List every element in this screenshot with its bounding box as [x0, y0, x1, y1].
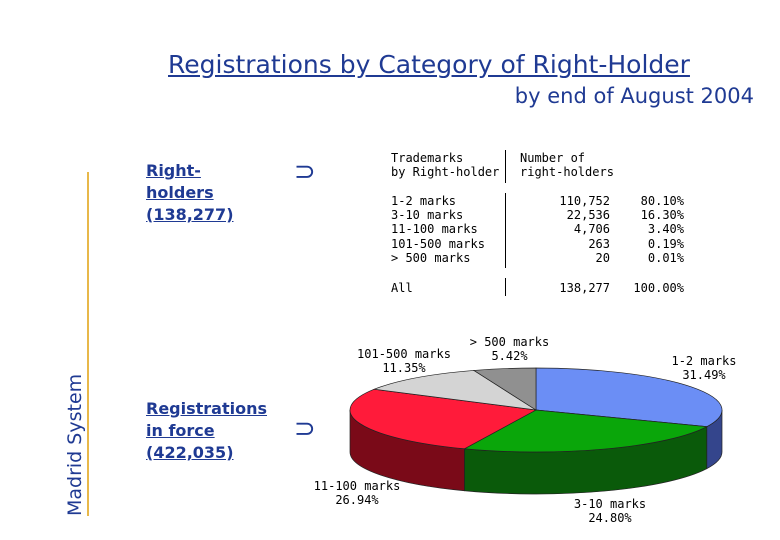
table-cell: 101-500 marks — [391, 236, 485, 251]
header-line: Number of — [520, 151, 586, 165]
table-cell: > 500 marks — [391, 250, 471, 265]
table-cell: 16.30% — [640, 208, 684, 223]
total-percent: 100.00% — [633, 281, 684, 295]
category-column: 1-2 marks 3-10 marks 11-100 marks 101-50… — [391, 194, 485, 265]
registrations-label-line2: in force — [146, 421, 215, 440]
table-cell: 3.40% — [647, 222, 684, 237]
table-cell: 80.10% — [640, 194, 684, 208]
pie-label-1-2: 1-2 marks 31.49% — [656, 354, 752, 382]
rightholders-label-line2: holders — [146, 183, 214, 202]
table-cell: 1-2 marks — [391, 194, 457, 208]
table-cell: 0.19% — [647, 236, 684, 251]
rightholders-label-line3: (138,277) — [146, 205, 234, 224]
pie-label-11-100: 11-100 marks 26.94% — [302, 479, 412, 507]
total-count: 138,277 — [559, 281, 610, 295]
table-cell: 20 — [595, 250, 610, 265]
percent-column: 80.10% 16.30% 3.40% 0.19% 0.01% — [616, 194, 684, 265]
pie-label-500-plus: > 500 marks 5.42% — [452, 335, 567, 363]
header-line: Trademarks — [391, 151, 464, 165]
table-header-rightholders: Number of right-holders — [520, 151, 614, 179]
pie-slice-101-500-marks — [372, 370, 537, 411]
column-divider — [505, 193, 506, 268]
total-label: All — [391, 281, 413, 295]
arrow-icon: ⊃ — [294, 157, 316, 187]
column-divider — [505, 278, 506, 296]
registrations-label-line3: (422,035) — [146, 443, 234, 462]
header-line: right-holders — [520, 165, 614, 179]
pie-slice-1-2-marks — [535, 367, 723, 428]
table-cell: 263 — [588, 236, 610, 251]
table-cell: 0.01% — [647, 250, 684, 265]
table-cell: 110,752 — [559, 194, 610, 208]
table-cell: 11-100 marks — [391, 222, 478, 237]
side-divider — [87, 172, 89, 516]
pie-label-value: 24.80% — [588, 511, 632, 525]
registrations-label: Registrations in force (422,035) — [146, 398, 267, 464]
page-subtitle: by end of August 2004 — [514, 84, 754, 108]
rightholders-label: Right- holders (138,277) — [146, 160, 234, 226]
pie-label-value: 11.35% — [382, 361, 426, 375]
pie-label-value: 31.49% — [682, 368, 726, 382]
pie-label-category: 3-10 marks — [573, 497, 647, 511]
pie-label-value: 5.42% — [491, 349, 528, 363]
pie-label-3-10: 3-10 marks 24.80% — [560, 497, 660, 525]
header-line: by Right-holder — [391, 165, 500, 179]
pie-slice-3-10-marks — [463, 409, 708, 453]
table-cell: 4,706 — [573, 222, 610, 237]
arrow-icon: ⊃ — [294, 414, 316, 444]
table-cell: 22,536 — [566, 208, 610, 223]
column-divider — [505, 150, 506, 183]
pie-label-category: 101-500 marks — [357, 347, 451, 361]
page-title: Registrations by Category of Right-Holde… — [168, 50, 690, 79]
registrations-label-line1: Registrations — [146, 399, 268, 418]
table-cell: 3-10 marks — [391, 208, 464, 223]
pie-slice--500-marks — [472, 367, 537, 411]
table-header-trademarks: Trademarks by Right-holder — [391, 151, 499, 179]
pie-label-category: 11-100 marks — [313, 479, 401, 493]
count-column: 110,752 22,536 4,706 263 20 — [540, 194, 610, 265]
pie-label-101-500: 101-500 marks 11.35% — [344, 347, 464, 375]
pie-label-category: > 500 marks — [469, 335, 550, 349]
pie-label-category: 1-2 marks — [671, 354, 737, 368]
pie-label-value: 26.94% — [335, 493, 379, 507]
rightholders-label-line1: Right- — [146, 161, 201, 180]
